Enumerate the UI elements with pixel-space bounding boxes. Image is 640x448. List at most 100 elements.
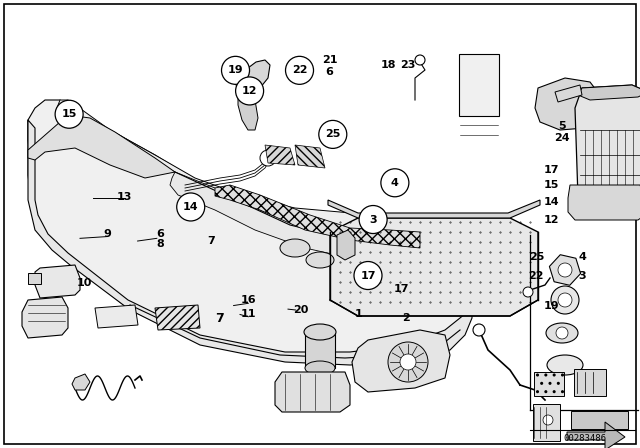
Circle shape [473,324,485,336]
FancyBboxPatch shape [534,372,564,396]
Text: 21: 21 [322,56,337,65]
Polygon shape [535,78,600,130]
Polygon shape [22,297,68,338]
Circle shape [354,262,382,289]
Polygon shape [35,265,80,298]
Circle shape [381,169,409,197]
Text: 15: 15 [61,109,77,119]
Polygon shape [95,305,138,328]
Text: 12: 12 [544,215,559,225]
Text: 2: 2 [403,313,410,323]
Text: 3: 3 [579,271,586,281]
Polygon shape [330,218,538,316]
Text: 6: 6 [156,229,164,239]
Text: 4: 4 [391,178,399,188]
Circle shape [558,263,572,277]
Polygon shape [567,422,625,448]
FancyBboxPatch shape [305,333,335,368]
Text: 00283486: 00283486 [563,434,607,443]
Circle shape [285,56,314,84]
Text: 22: 22 [292,65,307,75]
Polygon shape [235,60,270,92]
Circle shape [359,206,387,233]
Circle shape [400,354,416,370]
Text: 25: 25 [325,129,340,139]
Text: 10: 10 [77,278,92,288]
Circle shape [55,100,83,128]
Circle shape [221,56,250,84]
Circle shape [260,150,276,166]
Text: 16: 16 [241,295,256,305]
Polygon shape [238,90,258,130]
Circle shape [177,193,205,221]
Text: 13: 13 [117,192,132,202]
Polygon shape [28,100,470,362]
Text: 4: 4 [579,252,586,262]
Polygon shape [295,145,325,168]
Circle shape [556,327,568,339]
Text: 17: 17 [544,165,559,175]
FancyBboxPatch shape [571,411,628,429]
Polygon shape [352,330,450,392]
Text: 22: 22 [529,271,544,281]
Circle shape [523,287,533,297]
Text: 11: 11 [241,309,256,319]
Circle shape [236,77,264,105]
Circle shape [319,121,347,148]
Polygon shape [28,120,472,365]
Text: 5: 5 [558,121,566,131]
Ellipse shape [306,252,334,268]
Polygon shape [28,115,175,178]
FancyBboxPatch shape [4,4,636,444]
Polygon shape [72,374,90,390]
Text: 19: 19 [228,65,243,75]
Circle shape [558,293,572,307]
Text: 24: 24 [554,133,570,143]
Text: 3: 3 [369,215,377,224]
FancyBboxPatch shape [574,369,606,396]
Polygon shape [215,185,420,248]
Circle shape [388,342,428,382]
Text: 14: 14 [544,198,559,207]
Polygon shape [28,108,470,360]
Text: 7: 7 [207,236,215,246]
Ellipse shape [280,239,310,257]
Text: 9: 9 [104,229,111,239]
Polygon shape [155,305,200,330]
Ellipse shape [546,323,578,343]
Polygon shape [275,372,350,412]
Text: 12: 12 [242,86,257,96]
Ellipse shape [304,324,336,340]
Polygon shape [575,85,640,205]
Text: 17: 17 [360,271,376,280]
Text: 7: 7 [215,311,224,324]
Text: 17: 17 [394,284,410,294]
FancyBboxPatch shape [28,272,40,284]
Text: 6: 6 [326,67,333,77]
Text: 1: 1 [355,310,362,319]
Ellipse shape [547,355,583,375]
FancyBboxPatch shape [459,54,499,116]
Circle shape [415,55,425,65]
Text: 14: 14 [183,202,198,212]
Polygon shape [328,200,540,218]
Text: 20: 20 [293,305,308,315]
Circle shape [543,415,553,425]
Text: 25: 25 [529,252,544,262]
Polygon shape [568,185,640,220]
Text: 15: 15 [544,180,559,190]
Circle shape [551,286,579,314]
Text: 18: 18 [381,60,396,70]
Polygon shape [578,85,640,100]
FancyBboxPatch shape [533,404,560,441]
Polygon shape [265,145,295,165]
Circle shape [536,408,560,432]
Polygon shape [555,85,582,102]
Polygon shape [57,100,510,268]
Text: 23: 23 [400,60,415,70]
Polygon shape [337,230,355,260]
Text: 19: 19 [544,301,559,310]
Text: 8: 8 [156,239,164,249]
Ellipse shape [305,361,335,375]
Polygon shape [170,172,462,278]
